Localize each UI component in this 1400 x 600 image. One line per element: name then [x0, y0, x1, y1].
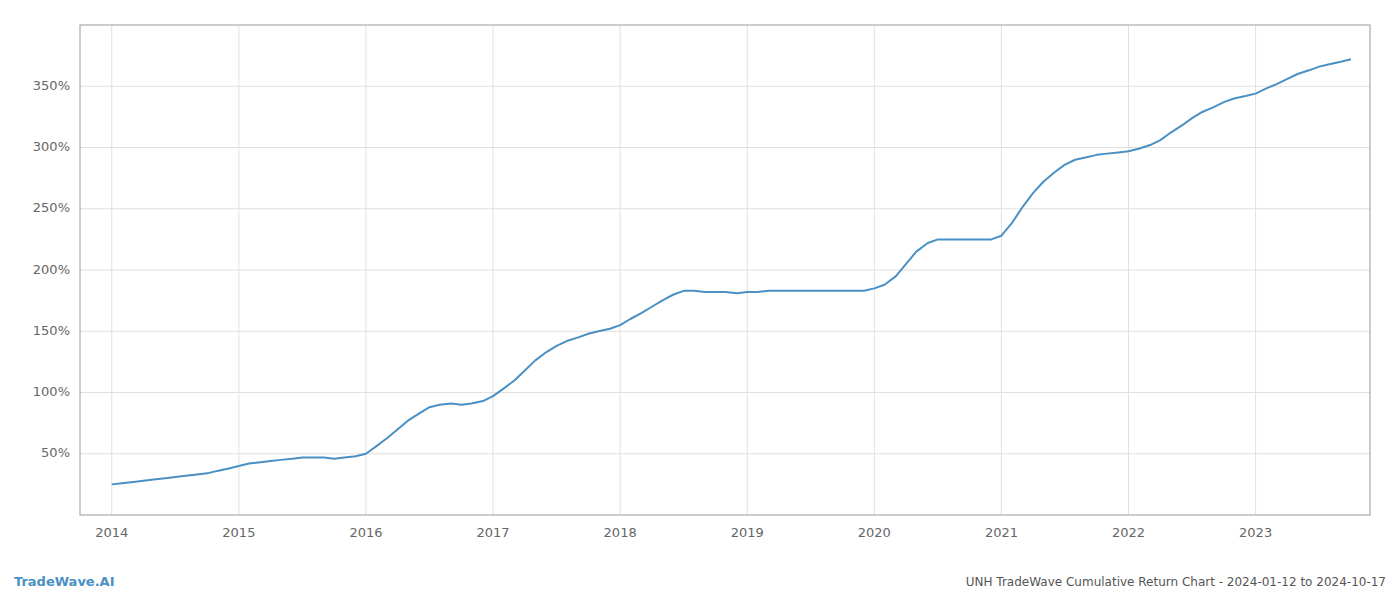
x-tick-label: 2020 — [858, 525, 891, 540]
x-grid-line — [1255, 25, 1256, 515]
x-grid-line — [111, 25, 112, 515]
x-grid-line — [238, 25, 239, 515]
x-grid-line — [1001, 25, 1002, 515]
x-tick-label: 2021 — [985, 525, 1018, 540]
x-tick-label: 2018 — [604, 525, 637, 540]
y-grid-line — [80, 270, 1370, 271]
y-grid-line — [80, 147, 1370, 148]
y-tick-label: 300% — [33, 139, 70, 154]
x-grid-line — [620, 25, 621, 515]
y-tick-label: 200% — [33, 262, 70, 277]
x-tick-label: 2017 — [477, 525, 510, 540]
x-tick-label: 2023 — [1239, 525, 1272, 540]
line — [112, 59, 1351, 484]
grid — [80, 25, 1370, 515]
plot-frame — [80, 25, 1370, 515]
y-tick-label: 250% — [33, 200, 70, 215]
y-grid-line — [80, 86, 1370, 87]
axes: 50% 100% 150% 200% 250% 300% 350% 2014 2015 2016 2… — [33, 25, 1370, 540]
x-tick-label: 2019 — [731, 525, 764, 540]
y-grid-line — [80, 208, 1370, 209]
y-tick-label: 150% — [33, 323, 70, 338]
y-grid-line — [80, 331, 1370, 332]
y-grid-line — [80, 453, 1370, 454]
y-tick-label: 50% — [41, 445, 70, 460]
y-grid-line — [80, 392, 1370, 393]
x-grid-line — [493, 25, 494, 515]
x-grid-line — [365, 25, 366, 515]
series — [112, 59, 1351, 484]
x-grid-line — [747, 25, 748, 515]
y-tick-label: 350% — [33, 78, 70, 93]
y-tick-label: 100% — [33, 384, 70, 399]
x-tick-label: 2022 — [1112, 525, 1145, 540]
x-tick-label: 2016 — [349, 525, 382, 540]
title: UNH TradeWave Cumulative Return Chart - … — [966, 575, 1386, 589]
chart: 50% 100% 150% 200% 250% 300% 350% 2014 2015 2016 2… — [0, 0, 1400, 600]
watermark: TradeWave.AI — [14, 574, 115, 589]
x-grid-line — [1128, 25, 1129, 515]
x-tick-label: 2014 — [95, 525, 128, 540]
x-tick-label: 2015 — [222, 525, 255, 540]
x-grid-line — [874, 25, 875, 515]
